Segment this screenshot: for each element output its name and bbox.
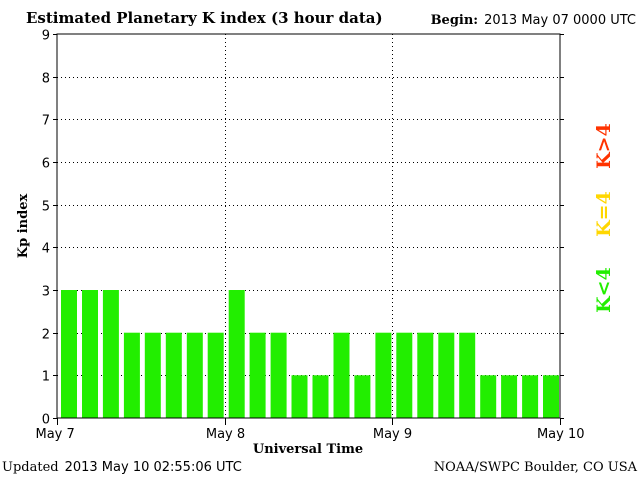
y-tick-label-2: 2 bbox=[42, 328, 50, 343]
x-tick-label-3: May 10 bbox=[537, 427, 585, 442]
y-tick-label-6: 6 bbox=[42, 157, 50, 172]
begin-time: Begin: 2013 May 07 0000 UTC bbox=[431, 13, 636, 28]
y-tick-label-7: 7 bbox=[42, 114, 50, 129]
bar-24 bbox=[543, 375, 559, 418]
bar-22 bbox=[501, 375, 518, 418]
begin-label: Begin: bbox=[430, 13, 479, 28]
legend-item-1: K<4 bbox=[593, 267, 615, 313]
bar-23 bbox=[522, 375, 539, 418]
bar-17 bbox=[396, 332, 413, 418]
bar-5 bbox=[144, 332, 161, 418]
x-tick-label-0: May 7 bbox=[36, 427, 75, 442]
y-tick-label-8: 8 bbox=[42, 72, 50, 87]
bar-14 bbox=[333, 332, 350, 418]
bar-21 bbox=[480, 375, 497, 418]
credit-text: NOAA/SWPC Boulder, CO USA bbox=[433, 460, 637, 475]
y-tick-label-9: 9 bbox=[42, 29, 50, 44]
y-tick-label-1: 1 bbox=[42, 370, 50, 385]
bar-18 bbox=[417, 332, 434, 418]
bar-4 bbox=[123, 332, 140, 418]
begin-value: 2013 May 07 0000 UTC bbox=[484, 13, 636, 28]
x-axis: May 7 May 8 May 9 May 10 bbox=[36, 418, 585, 442]
y-tick-label-4: 4 bbox=[42, 242, 50, 257]
bar-20 bbox=[459, 332, 476, 418]
bar-9 bbox=[228, 290, 245, 418]
legend-item-2: K=4 bbox=[593, 191, 615, 237]
y-axis: 0 1 2 3 4 5 6 7 8 9 bbox=[42, 29, 564, 428]
bar-12 bbox=[291, 375, 308, 418]
legend-item-3: K>4 bbox=[593, 123, 615, 169]
gridlines bbox=[57, 34, 560, 418]
bar-6 bbox=[165, 332, 182, 418]
x-axis-title: Universal Time bbox=[253, 442, 363, 457]
y-tick-label-3: 3 bbox=[42, 285, 50, 300]
x-tick-label-2: May 9 bbox=[373, 427, 412, 442]
bar-7 bbox=[186, 332, 203, 418]
chart-title: Estimated Planetary K index (3 hour data… bbox=[26, 9, 383, 27]
bar-15 bbox=[354, 375, 371, 418]
bar-2 bbox=[82, 290, 98, 418]
bar-16 bbox=[375, 332, 392, 418]
bars bbox=[61, 290, 559, 418]
bar-11 bbox=[270, 332, 287, 418]
bar-3 bbox=[102, 290, 119, 418]
bar-19 bbox=[438, 332, 455, 418]
updated-value: 2013 May 10 02:55:06 UTC bbox=[64, 460, 242, 475]
y-tick-label-0: 0 bbox=[42, 413, 50, 428]
x-tick-label-1: May 8 bbox=[206, 427, 245, 442]
bar-1 bbox=[61, 290, 77, 418]
plot-frame bbox=[56, 33, 561, 419]
y-axis-title: Kp index bbox=[16, 194, 31, 259]
bar-8 bbox=[207, 332, 224, 418]
updated-label: Updated bbox=[2, 460, 59, 475]
bar-13 bbox=[312, 375, 329, 418]
updated-timestamp: Updated 2013 May 10 02:55:06 UTC bbox=[2, 460, 242, 475]
legend: K<4 K=4 K>4 bbox=[593, 123, 615, 313]
y-tick-label-5: 5 bbox=[42, 200, 50, 215]
bar-10 bbox=[249, 332, 266, 418]
